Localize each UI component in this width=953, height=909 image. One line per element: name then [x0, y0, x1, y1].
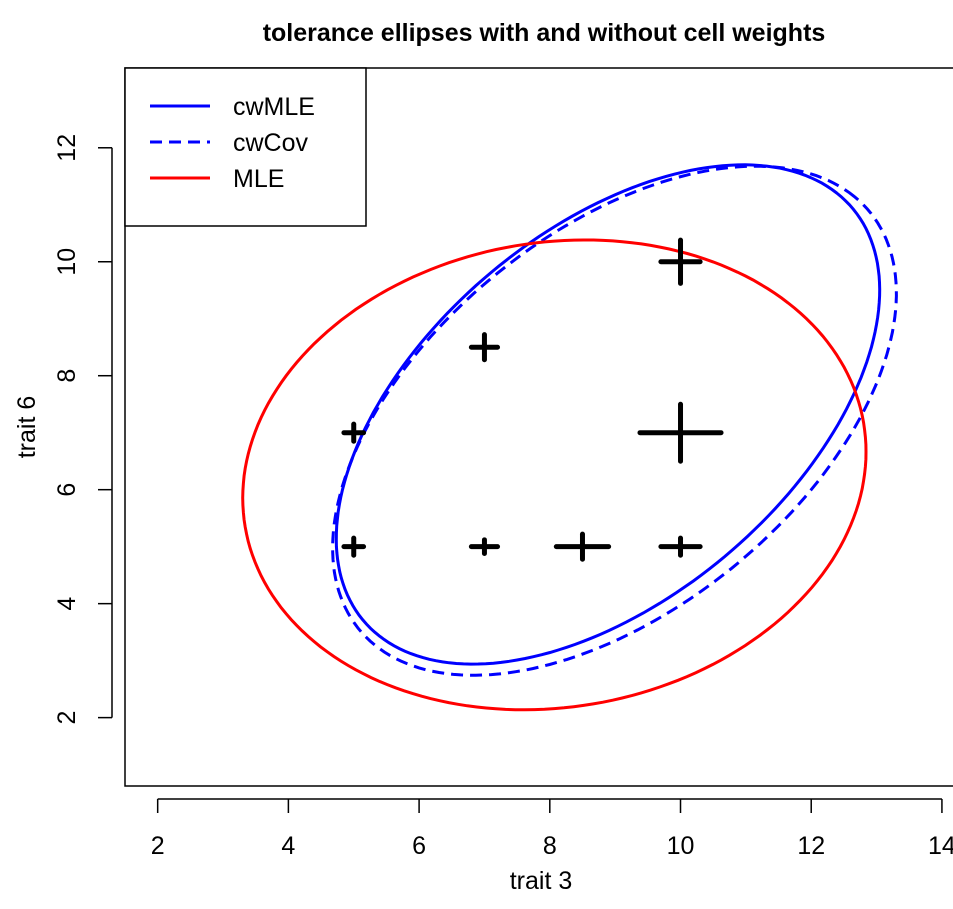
- x-tick-label: 10: [667, 832, 695, 860]
- data-point: [341, 421, 367, 444]
- ellipse-mle: [241, 238, 868, 712]
- points-layer: [341, 237, 724, 562]
- x-tick-label: 8: [543, 832, 557, 860]
- ellipse-cwmle: [334, 163, 882, 666]
- y-tick-label: 10: [53, 248, 81, 276]
- y-tick-label: 8: [53, 369, 81, 383]
- y-tick-label: 4: [53, 597, 81, 611]
- y-tick-label: 12: [53, 134, 81, 162]
- y-axis-label: trait 6: [13, 396, 41, 459]
- x-axis: 2 4 6 8 10 12 14: [151, 798, 953, 860]
- legend-item-mle: MLE: [150, 165, 284, 193]
- chart-title: tolerance ellipses with and without cell…: [263, 19, 826, 47]
- x-tick-label: 2: [151, 832, 165, 860]
- legend-item-cwmle: cwMLE: [150, 93, 315, 121]
- data-point: [468, 332, 501, 363]
- x-tick-label: 14: [928, 832, 953, 860]
- legend-box: [124, 67, 367, 227]
- plot-frame: [124, 67, 953, 787]
- data-point: [553, 531, 612, 562]
- data-point: [658, 535, 703, 558]
- x-tick-label: 4: [281, 832, 295, 860]
- x-axis-label: trait 3: [510, 867, 573, 895]
- y-tick-label: 6: [53, 483, 81, 497]
- ellipse-cwcov: [331, 164, 898, 677]
- ellipses-layer: [241, 163, 898, 712]
- x-tick-label: 12: [797, 832, 825, 860]
- data-point: [658, 237, 703, 286]
- data-point: [341, 535, 367, 558]
- legend-label: cwMLE: [233, 93, 315, 121]
- data-point: [468, 537, 501, 557]
- legend-label: MLE: [233, 165, 284, 193]
- data-point: [637, 401, 724, 464]
- legend-item-cwcov: cwCov: [150, 129, 309, 157]
- y-axis: 2 4 6 8 10 12: [53, 134, 113, 725]
- legend-label: cwCov: [233, 129, 309, 157]
- y-tick-label: 2: [53, 711, 81, 725]
- x-tick-label: 6: [412, 832, 426, 860]
- legend: cwMLE cwCov MLE: [124, 67, 367, 227]
